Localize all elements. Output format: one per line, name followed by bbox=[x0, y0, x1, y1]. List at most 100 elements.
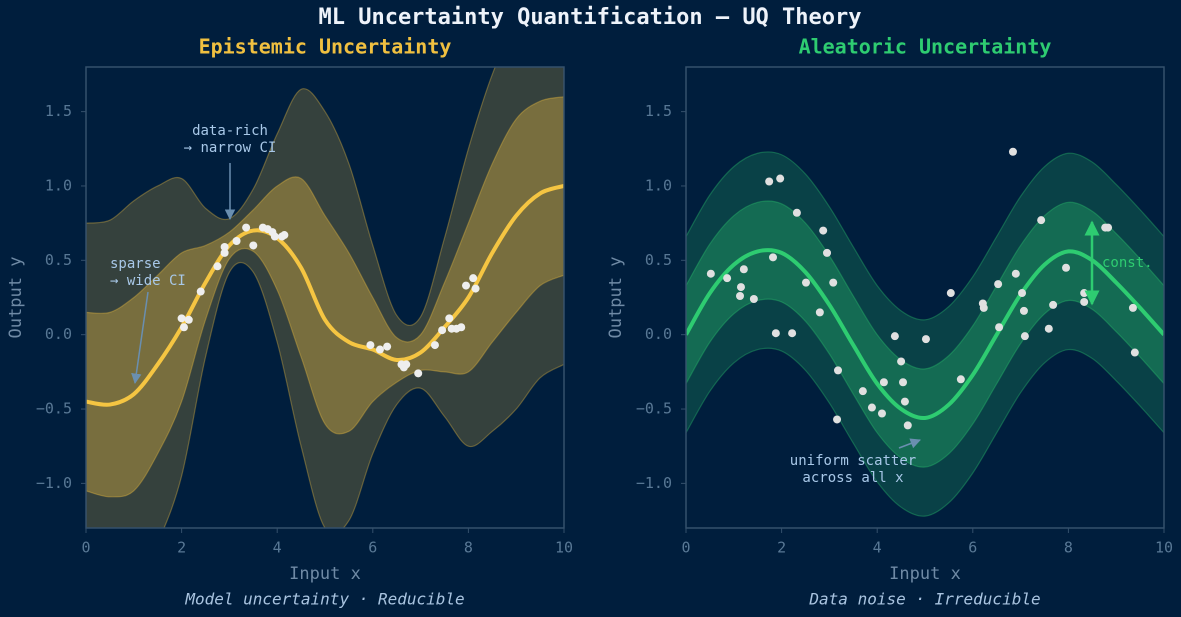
data-point bbox=[457, 323, 466, 332]
annotation: → narrow CI bbox=[184, 140, 277, 156]
y-tick-label: −1.0 bbox=[36, 474, 72, 492]
data-point bbox=[196, 287, 205, 296]
x-tick-label: 6 bbox=[368, 539, 377, 557]
y-tick-label: 0.0 bbox=[45, 325, 72, 343]
x-tick-label: 10 bbox=[1155, 539, 1173, 557]
data-point bbox=[366, 341, 375, 350]
data-point bbox=[1128, 303, 1137, 312]
data-point bbox=[815, 308, 824, 317]
data-point bbox=[877, 409, 886, 418]
data-point bbox=[1104, 223, 1113, 232]
data-point bbox=[280, 231, 289, 240]
panel-title: Epistemic Uncertainty bbox=[199, 35, 452, 59]
data-point bbox=[788, 329, 797, 338]
confidence-band bbox=[686, 151, 1164, 517]
data-point bbox=[833, 415, 842, 424]
confidence-band bbox=[86, 96, 564, 498]
y-tick-label: −1.0 bbox=[636, 474, 672, 492]
axes-frame bbox=[85, 66, 565, 529]
data-point bbox=[768, 253, 777, 262]
data-point bbox=[946, 289, 955, 298]
plot-area bbox=[686, 147, 1164, 517]
axes-frame bbox=[685, 66, 1165, 529]
data-point bbox=[739, 265, 748, 274]
x-tick-label: 2 bbox=[777, 539, 786, 557]
data-point bbox=[249, 241, 258, 250]
annotation: data-rich bbox=[192, 123, 268, 139]
data-point bbox=[213, 262, 222, 271]
y-tick-label: 1.0 bbox=[645, 176, 672, 194]
data-point bbox=[430, 341, 439, 350]
x-tick-label: 2 bbox=[177, 539, 186, 557]
data-point bbox=[1020, 332, 1029, 341]
annotation: const. bbox=[1102, 255, 1153, 271]
data-point bbox=[995, 323, 1004, 332]
data-point bbox=[469, 274, 478, 283]
y-tick-label: 0.5 bbox=[645, 251, 672, 269]
data-point bbox=[1062, 263, 1071, 272]
data-point bbox=[736, 283, 745, 292]
data-point bbox=[179, 323, 188, 332]
data-point bbox=[232, 236, 241, 245]
x-tick-label: 4 bbox=[873, 539, 882, 557]
data-point bbox=[1037, 216, 1046, 225]
plot-area bbox=[86, 67, 564, 528]
data-point bbox=[776, 174, 785, 183]
data-point bbox=[890, 332, 899, 341]
data-point bbox=[462, 281, 471, 290]
data-point bbox=[897, 357, 906, 366]
data-point bbox=[1080, 289, 1089, 298]
data-point bbox=[956, 375, 965, 384]
data-point bbox=[765, 177, 774, 186]
data-point bbox=[979, 303, 988, 312]
x-axis-label: Input x bbox=[289, 564, 361, 584]
y-tick-label: −0.5 bbox=[636, 400, 672, 418]
confidence-band bbox=[86, 67, 564, 528]
data-point bbox=[858, 387, 867, 396]
y-tick-label: 1.5 bbox=[45, 102, 72, 120]
data-point bbox=[383, 342, 392, 351]
annotation: sparse bbox=[110, 256, 161, 272]
data-point bbox=[1130, 348, 1139, 357]
data-point bbox=[414, 369, 423, 378]
annotation: → wide CI bbox=[110, 273, 186, 289]
data-point bbox=[749, 294, 758, 303]
data-point bbox=[471, 284, 480, 293]
data-point bbox=[834, 366, 843, 375]
x-tick-label: 0 bbox=[681, 539, 690, 557]
data-point bbox=[1011, 269, 1020, 278]
data-point bbox=[1008, 147, 1017, 156]
data-point bbox=[801, 278, 810, 287]
y-tick-label: 1.0 bbox=[45, 176, 72, 194]
confidence-band bbox=[686, 200, 1164, 468]
y-tick-label: 0.5 bbox=[45, 251, 72, 269]
data-point bbox=[921, 335, 930, 344]
data-point bbox=[184, 315, 193, 324]
data-point bbox=[1080, 297, 1089, 306]
data-point bbox=[879, 378, 888, 387]
data-point bbox=[903, 421, 912, 430]
data-point bbox=[220, 242, 229, 251]
data-point bbox=[736, 292, 745, 301]
caption: Model uncertainty · Reducible bbox=[184, 590, 464, 609]
data-point bbox=[242, 223, 251, 232]
mean-line bbox=[86, 184, 564, 407]
y-tick-label: 1.5 bbox=[645, 102, 672, 120]
y-axis-label: Output y bbox=[606, 257, 626, 339]
data-point bbox=[723, 274, 732, 283]
y-tick-label: −0.5 bbox=[36, 400, 72, 418]
data-point bbox=[899, 378, 908, 387]
data-point bbox=[177, 314, 186, 323]
data-point bbox=[438, 326, 447, 335]
x-tick-label: 4 bbox=[273, 539, 282, 557]
data-point bbox=[270, 232, 279, 241]
data-point bbox=[706, 269, 715, 278]
data-point bbox=[1044, 324, 1053, 333]
data-point bbox=[220, 248, 229, 257]
data-point bbox=[867, 403, 876, 412]
x-tick-label: 8 bbox=[464, 539, 473, 557]
panel-title: Aleatoric Uncertainty bbox=[799, 35, 1052, 59]
annotation: uniform scatter bbox=[790, 453, 916, 469]
y-axis-label: Output y bbox=[6, 257, 26, 339]
